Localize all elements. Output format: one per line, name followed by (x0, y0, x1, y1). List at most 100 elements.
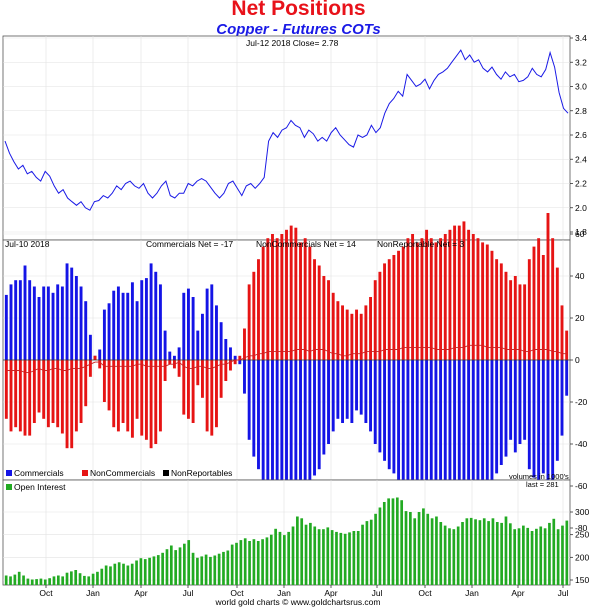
open-interest-bar (4, 575, 8, 585)
commercials-bar (182, 292, 186, 360)
open-interest-bar (248, 541, 251, 585)
commercials-bar (541, 360, 545, 474)
noncommercials-bar (397, 250, 401, 360)
commercials-bar (275, 360, 279, 491)
open-interest-bar (165, 549, 169, 585)
commercials-bar (252, 360, 256, 457)
price-tick-label: 3.4 (575, 33, 587, 43)
noncommercials-bar (523, 284, 527, 360)
noncommercials-bar (135, 360, 139, 419)
open-interest-bar (104, 565, 108, 585)
oi-last: last = 281 (526, 480, 559, 489)
x-tick-label: Apr (134, 588, 147, 598)
open-interest-bar (13, 574, 17, 585)
commercials-bar (243, 360, 246, 394)
noncommercials-bar (294, 227, 298, 360)
open-interest-bar (391, 498, 395, 585)
commercials-bar (28, 280, 32, 360)
commercials-bar (257, 360, 260, 470)
open-interest-bar (300, 518, 304, 585)
open-interest-bar (361, 524, 364, 585)
commercials-bar (51, 292, 55, 360)
noncommercials-bar (177, 360, 181, 377)
open-interest-bar (48, 578, 51, 585)
commercials-bar (378, 360, 382, 453)
open-interest-bar (256, 541, 260, 585)
commercials-bar (266, 360, 270, 491)
noncommercials-bar (509, 280, 513, 360)
noncommercials-bar (182, 360, 186, 415)
commercials-bar (364, 360, 368, 423)
commercials-bar (158, 284, 162, 360)
noncommercials-bar (149, 360, 153, 449)
open-interest-panel: 150 200 250 300 (2, 479, 589, 586)
commercials-bar (238, 360, 242, 365)
commercials-bar (527, 360, 531, 470)
noncommercials-bar (527, 259, 531, 360)
open-interest-bar (313, 526, 317, 585)
noncommercials-bar (186, 360, 190, 419)
commercials-bar (14, 280, 18, 360)
noncommercials-bar (369, 297, 372, 360)
commercials-bar (154, 271, 158, 360)
commercials-bar (116, 286, 120, 360)
open-interest-bar (535, 528, 538, 585)
commercials-bar (359, 360, 363, 415)
commercials-bar (37, 297, 41, 360)
open-interest-bar (465, 518, 469, 585)
open-interest-bar (200, 556, 204, 585)
open-interest-bar (561, 525, 564, 585)
commercials-bar (271, 360, 274, 497)
noncommercials-bar (355, 309, 358, 360)
open-interest-bar (52, 576, 56, 585)
commercials-bar (513, 360, 517, 453)
open-interest-bar (74, 570, 78, 585)
noncommercials-bar (79, 360, 83, 423)
open-interest-bar (91, 573, 95, 585)
open-interest-bar (387, 498, 390, 585)
commercials-bar (285, 360, 288, 499)
commercials-bar (555, 360, 559, 461)
noncommercials-bar (271, 234, 274, 360)
open-interest-bar (143, 559, 147, 585)
open-interest-bar (339, 532, 343, 585)
price-tick-label: 1.8 (575, 227, 587, 237)
noncommercials-bar (345, 309, 349, 360)
commercials-bar (523, 360, 527, 440)
legend-noncommercials: NonCommercials (90, 468, 155, 478)
open-interest-bar (169, 545, 173, 585)
noncommercials-bar (350, 313, 354, 360)
noncommercials-bar (98, 360, 102, 369)
noncommercials-bar (163, 360, 167, 381)
commercials-bar (387, 360, 391, 470)
commercials-bar (457, 360, 461, 512)
commercials-bar (23, 265, 27, 360)
noncommercials-bar (14, 360, 18, 428)
open-interest-bar (122, 563, 125, 585)
commercials-bar (331, 360, 335, 432)
commercials-bar (144, 278, 148, 360)
commercials-bar (499, 360, 503, 465)
open-interest-bar (183, 543, 186, 585)
open-interest-bar (526, 527, 530, 585)
noncommercials-bar (411, 234, 415, 360)
noncommercials-bar (448, 229, 452, 360)
commercials-bar (425, 360, 429, 512)
x-tick-label: Apr (324, 588, 337, 598)
open-interest-bar (78, 573, 82, 585)
open-interest-bar (474, 519, 477, 585)
commercials-bar (509, 360, 513, 440)
x-tick-label: Oct (39, 588, 53, 598)
commercials-bar (294, 360, 298, 507)
open-interest-bar (239, 540, 243, 585)
commercials-bar (481, 360, 485, 491)
commercials-bar (32, 286, 36, 360)
commercials-bar (205, 288, 209, 360)
noncommercials-bar (415, 242, 419, 360)
open-interest-bar (282, 535, 286, 585)
commercials-bar (308, 360, 312, 482)
noncommercials-bar (168, 360, 172, 365)
commercials-bar (392, 360, 396, 474)
open-interest-bar (495, 522, 499, 585)
open-interest-bar (326, 527, 330, 585)
